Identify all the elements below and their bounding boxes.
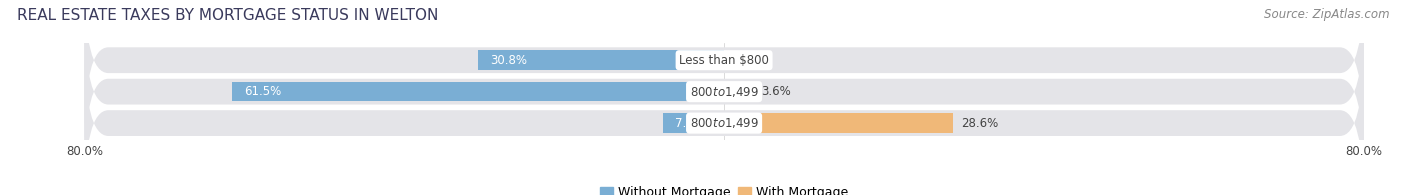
Text: 28.6%: 28.6% (960, 117, 998, 130)
FancyBboxPatch shape (84, 10, 1364, 173)
Bar (662, 113, 724, 133)
Text: 30.8%: 30.8% (489, 54, 527, 67)
FancyBboxPatch shape (84, 42, 1364, 195)
FancyBboxPatch shape (84, 0, 1364, 142)
Text: 0.0%: 0.0% (733, 54, 762, 67)
Text: REAL ESTATE TAXES BY MORTGAGE STATUS IN WELTON: REAL ESTATE TAXES BY MORTGAGE STATUS IN … (17, 8, 439, 23)
Bar (478, 51, 724, 70)
Text: 7.7%: 7.7% (675, 117, 704, 130)
Text: $800 to $1,499: $800 to $1,499 (689, 85, 759, 99)
Bar (232, 82, 724, 101)
Bar (724, 113, 953, 133)
Text: 3.6%: 3.6% (761, 85, 790, 98)
Text: $800 to $1,499: $800 to $1,499 (689, 116, 759, 130)
Text: Less than $800: Less than $800 (679, 54, 769, 67)
Text: 61.5%: 61.5% (245, 85, 281, 98)
Legend: Without Mortgage, With Mortgage: Without Mortgage, With Mortgage (595, 181, 853, 195)
Bar (724, 82, 752, 101)
Text: Source: ZipAtlas.com: Source: ZipAtlas.com (1264, 8, 1389, 21)
